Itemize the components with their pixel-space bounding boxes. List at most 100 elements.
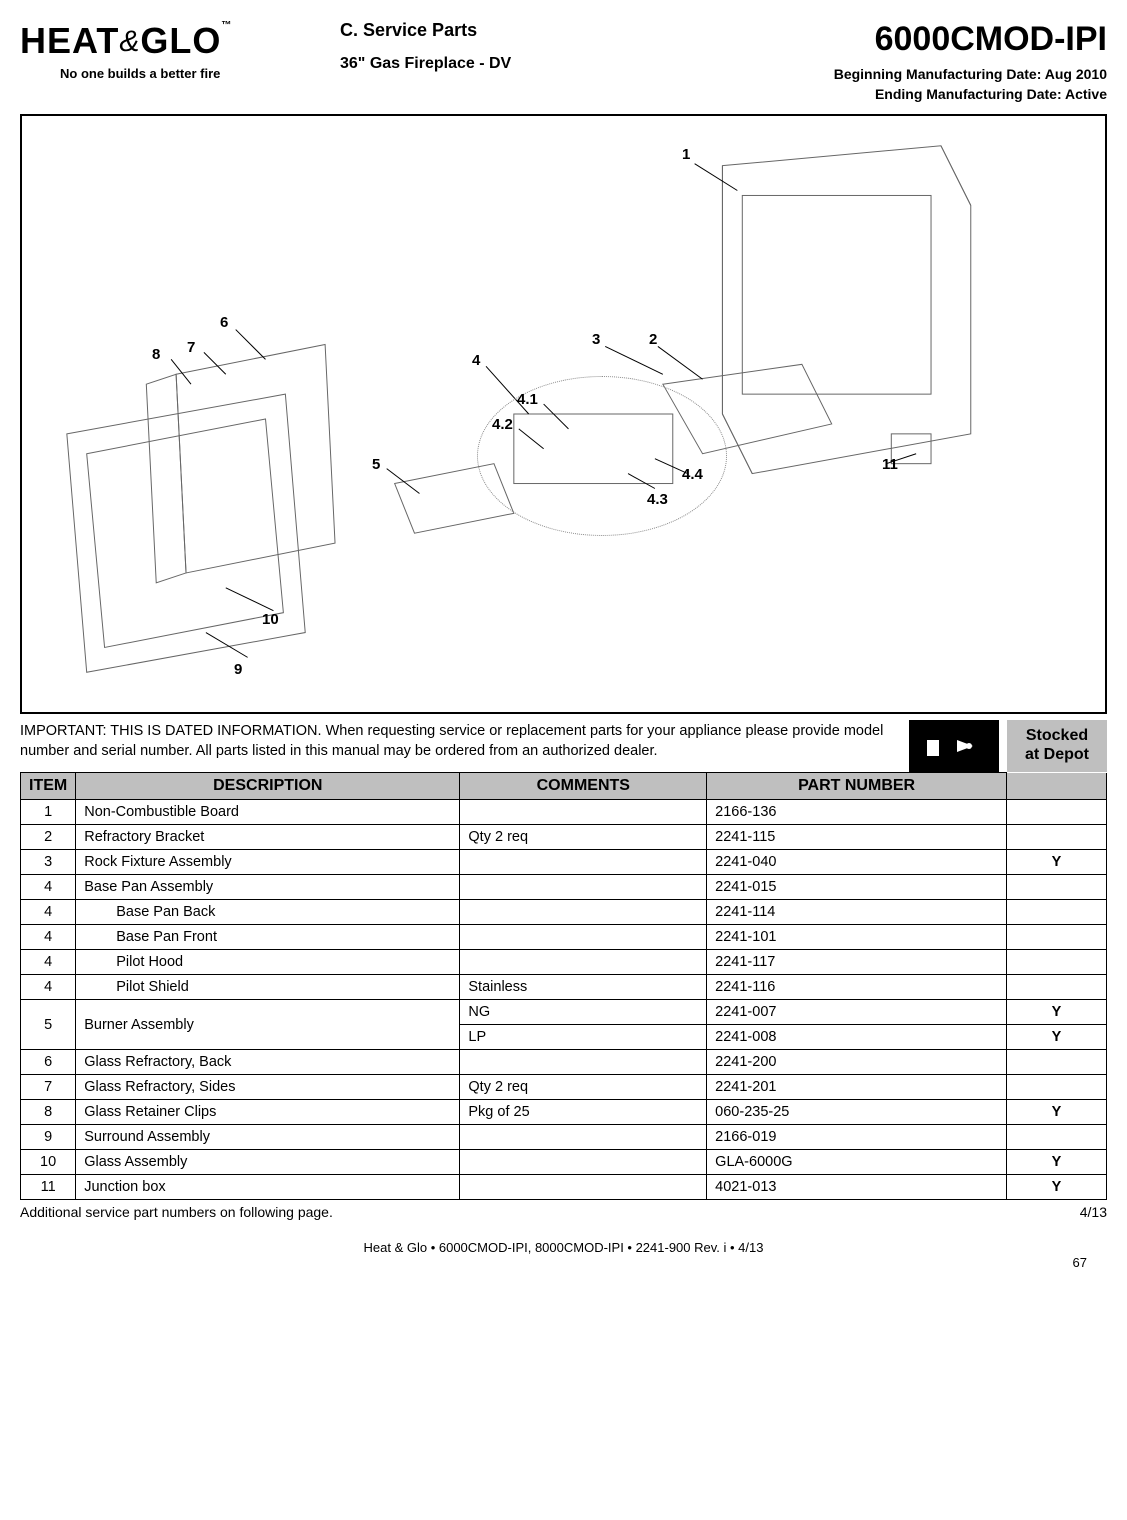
table-header-row: ITEM DESCRIPTION COMMENTS PART NUMBER	[21, 773, 1107, 800]
table-row: 4Base Pan Assembly2241-015	[21, 875, 1107, 900]
footer-left: Additional service part numbers on follo…	[20, 1204, 333, 1220]
table-row: 2Refractory BracketQty 2 req2241-115	[21, 825, 1107, 850]
cell-part-number: 060-235-25	[707, 1100, 1007, 1125]
cell-comments	[460, 900, 707, 925]
cell-comments	[460, 950, 707, 975]
cell-stocked	[1007, 1050, 1107, 1075]
parts-table: ITEM DESCRIPTION COMMENTS PART NUMBER 1 N…	[20, 772, 1107, 1200]
header-right: 6000CMOD-IPI Beginning Manufacturing Dat…	[834, 20, 1107, 104]
stocked-l1: Stocked	[1026, 727, 1088, 744]
col-stocked	[1007, 773, 1107, 800]
cell-description: Base Pan Back	[76, 900, 460, 925]
cell-comments: Qty 2 req	[460, 1075, 707, 1100]
cell-description: Glass Assembly	[76, 1150, 460, 1175]
cell-item: 10	[21, 1150, 76, 1175]
cell-stocked	[1007, 950, 1107, 975]
table-row: 5Burner AssemblyNG2241-007Y	[21, 1000, 1107, 1025]
important-notice: IMPORTANT: THIS IS DATED INFORMATION. Wh…	[20, 720, 901, 761]
diagram-callout: 9	[234, 661, 242, 678]
table-row: 4Base Pan Front2241-101	[21, 925, 1107, 950]
col-description: DESCRIPTION	[76, 773, 460, 800]
cell-item: 3	[21, 850, 76, 875]
exploded-diagram: 12344.14.24.34.4567891011	[20, 114, 1107, 714]
cell-item: 7	[21, 1075, 76, 1100]
table-row: 7Glass Refractory, SidesQty 2 req2241-20…	[21, 1075, 1107, 1100]
notice-row: IMPORTANT: THIS IS DATED INFORMATION. Wh…	[20, 720, 1107, 772]
table-row: 3Rock Fixture Assembly 2241-040Y	[21, 850, 1107, 875]
cell-comments	[460, 800, 707, 825]
cell-part-number: 2166-136	[707, 800, 1007, 825]
table-footer: Additional service part numbers on follo…	[20, 1204, 1107, 1220]
cell-comments: NG	[460, 1000, 707, 1025]
product-subtitle: 36" Gas Fireplace - DV	[340, 55, 814, 73]
pointing-hand-icon	[909, 720, 999, 772]
cell-comments: LP	[460, 1025, 707, 1050]
cell-item: 4	[21, 975, 76, 1000]
cell-comments	[460, 1175, 707, 1200]
cell-part-number: 2166-019	[707, 1125, 1007, 1150]
cell-description: Refractory Bracket	[76, 825, 460, 850]
table-row: 11Junction box 4021-013Y	[21, 1175, 1107, 1200]
manufacturing-dates: Beginning Manufacturing Date: Aug 2010 E…	[834, 65, 1107, 104]
table-row: 4Pilot ShieldStainless2241-116	[21, 975, 1107, 1000]
diagram-callout: 8	[152, 346, 160, 363]
cell-description: Glass Refractory, Sides	[76, 1075, 460, 1100]
cell-comments	[460, 1125, 707, 1150]
table-row: 6Glass Refractory, Back2241-200	[21, 1050, 1107, 1075]
cell-stocked: Y	[1007, 1150, 1107, 1175]
cell-part-number: 2241-007	[707, 1000, 1007, 1025]
page-header: HEAT&GLO™ No one builds a better fire C.…	[20, 20, 1107, 104]
cell-description: Surround Assembly	[76, 1125, 460, 1150]
detail-circle	[477, 376, 727, 536]
table-row: 4Pilot Hood2241-117	[21, 950, 1107, 975]
cell-item: 11	[21, 1175, 76, 1200]
cell-item: 4	[21, 925, 76, 950]
col-item: ITEM	[21, 773, 76, 800]
mfg-date-end: Ending Manufacturing Date: Active	[834, 85, 1107, 105]
logo-block: HEAT&GLO™ No one builds a better fire	[20, 20, 320, 81]
cell-item: 9	[21, 1125, 76, 1150]
cell-comments	[460, 1150, 707, 1175]
diagram-callout: 7	[187, 339, 195, 356]
cell-item: 1	[21, 800, 76, 825]
trademark-icon: ™	[221, 20, 232, 31]
cell-description: Burner Assembly	[76, 1000, 460, 1050]
cell-stocked	[1007, 925, 1107, 950]
logo-part-b: GLO	[140, 20, 221, 61]
cell-part-number: 2241-116	[707, 975, 1007, 1000]
cell-stocked: Y	[1007, 850, 1107, 875]
cell-item: 2	[21, 825, 76, 850]
cell-comments	[460, 875, 707, 900]
diagram-callout: 4.3	[647, 491, 668, 508]
cell-stocked	[1007, 900, 1107, 925]
cell-description: Junction box	[76, 1175, 460, 1200]
cell-description: Glass Retainer Clips	[76, 1100, 460, 1125]
cell-part-number: 2241-115	[707, 825, 1007, 850]
diagram-callout: 4.4	[682, 466, 703, 483]
diagram-callout: 6	[220, 314, 228, 331]
section-title: C. Service Parts	[340, 20, 814, 41]
cell-stocked	[1007, 875, 1107, 900]
cell-stocked	[1007, 825, 1107, 850]
cell-stocked: Y	[1007, 1175, 1107, 1200]
diagram-callout: 4	[472, 352, 480, 369]
cell-item: 8	[21, 1100, 76, 1125]
cell-description: Rock Fixture Assembly	[76, 850, 460, 875]
diagram-callout: 2	[649, 331, 657, 348]
cell-item: 6	[21, 1050, 76, 1075]
col-comments: COMMENTS	[460, 773, 707, 800]
mfg-date-begin: Beginning Manufacturing Date: Aug 2010	[834, 65, 1107, 85]
table-row: 9Surround Assembly 2166-019	[21, 1125, 1107, 1150]
cell-part-number: 4021-013	[707, 1175, 1007, 1200]
cell-part-number: 2241-008	[707, 1025, 1007, 1050]
cell-part-number: GLA-6000G	[707, 1150, 1007, 1175]
cell-part-number: 2241-040	[707, 850, 1007, 875]
cell-stocked: Y	[1007, 1000, 1107, 1025]
diagram-callout: 4.2	[492, 416, 513, 433]
cell-part-number: 2241-015	[707, 875, 1007, 900]
cell-stocked: Y	[1007, 1025, 1107, 1050]
logo-part-a: HEAT	[20, 20, 119, 61]
diagram-callout: 1	[682, 146, 690, 163]
logo-ampersand: &	[119, 25, 140, 58]
cell-item: 4	[21, 900, 76, 925]
